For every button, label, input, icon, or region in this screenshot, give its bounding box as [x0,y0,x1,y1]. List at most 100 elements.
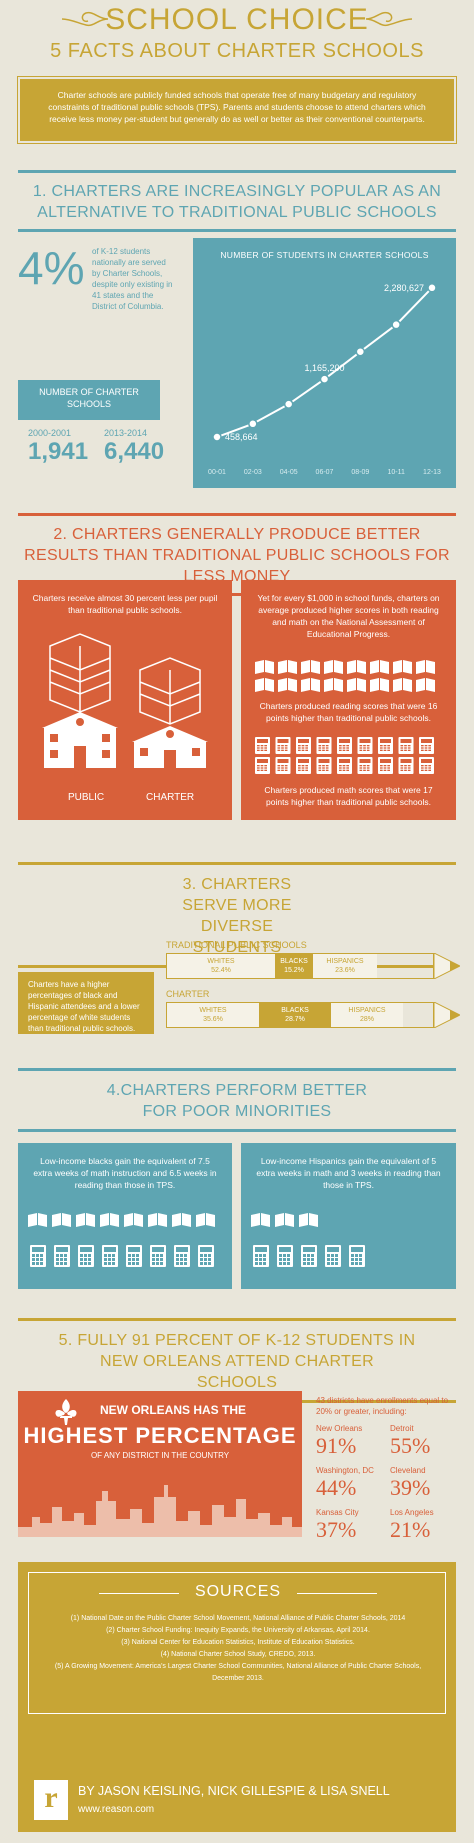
page-title: SCHOOL CHOICE [105,3,369,36]
hispanics-gain-panel: Low-income Hispanics gain the equivalent… [241,1143,456,1289]
calculator-icon [102,1245,118,1267]
calculator-icon [54,1245,70,1267]
data-point [319,374,330,384]
calculator-icon [255,757,270,774]
banner-line1: NEW ORLEANS HAS THE [99,1403,246,1417]
pct-4: 4% [18,242,85,294]
section5-heading: 5. FULLY 91 PERCENT OF K-12 STUDENTS IN … [18,1318,456,1403]
blacks-gain-text: Low-income blacks gain the equivalent of… [33,1156,217,1190]
source-item: (5) A Growing Movement: America's Larges… [54,1663,422,1682]
book-icon [148,1213,167,1227]
calculator-icon [126,1245,142,1267]
calculator-icon [398,737,414,754]
calculator-icon-grid [255,737,434,774]
year-2013: 2013-2014 [104,428,148,438]
funding-text: Charters receive almost 30 percent less … [32,593,218,615]
book-icon [28,1213,47,1227]
sources-box: SOURCES (1) National Date on the Public … [28,1572,446,1714]
tps-hispanics-value: 23.6% [335,967,355,974]
book-icon [299,1213,318,1227]
calculator-icon [296,737,311,754]
fleur-de-lis-icon [55,1399,77,1425]
line-chart: 00-01 458,664 02-03 04-05 06-07 1,165,200 08-0… [208,283,441,476]
source-item: (1) National Date on the Public Charter … [70,1615,406,1622]
calculator-icon [275,757,291,774]
book-icon [100,1213,119,1227]
sources-footer: SOURCES (1) National Date on the Public … [18,1562,456,1832]
calculator-icon [378,757,393,774]
book-icon [196,1213,215,1227]
city-name-cleveland: Cleveland [390,1466,426,1475]
book-icon [255,660,274,674]
banner-line2: HIGHEST PERCENTAGE [23,1423,297,1448]
math-text: Charters produced math scores that were … [264,785,433,807]
book-icon [301,678,320,692]
calculator-icon [301,1245,317,1267]
book-icon [278,660,297,674]
tps-blacks: BLACKS 15.2% [275,954,313,978]
book-icon-grid [255,660,435,692]
book-icon-row [28,1213,215,1267]
charter-blacks: BLACKS 28.7% [259,1003,331,1027]
blacks-gain-panel: Low-income blacks gain the equivalent of… [18,1143,232,1289]
intro-box: Charter schools are publicly funded scho… [17,76,457,144]
city-name-los-angeles: Los Angeles [390,1508,434,1517]
pencil-tip-icon [434,1002,460,1028]
book-icon [416,678,435,692]
book-icon [393,678,412,692]
calculator-icon [337,737,352,754]
tps-blacks-label: BLACKS [280,958,308,965]
calculator-icon [174,1245,190,1267]
calculator-icon [419,757,434,774]
calculator-icon [275,737,291,754]
city-name-detroit: Detroit [390,1424,414,1433]
calculator-icon [378,737,393,754]
calculator-icon [357,737,373,754]
charter-label: CHARTER [166,989,210,999]
city-value-detroit: 55% [390,1433,431,1458]
calculator-icon [357,757,373,774]
tps-hispanics: HISPANICS 23.6% [313,954,377,978]
data-point [212,432,222,442]
calculator-icon [325,1245,341,1267]
diversity-box: Charters have a higher percentages of bl… [18,972,154,1034]
book-icon [251,1213,270,1227]
authors: BY JASON KEISLING, NICK GILLESPIE & LISA… [78,1784,390,1798]
x-tick-label: 10-11 [387,469,404,476]
tps-whites-value: 52.4% [211,967,231,974]
city-value-washington: 44% [316,1475,357,1500]
book-icon-row [251,1213,365,1267]
calculator-icon [253,1245,269,1267]
pencil-tip-icon [434,953,460,979]
book-icon [301,660,320,674]
charter-hispanics: HISPANICS 28% [331,1003,403,1027]
tps-hispanics-label: HISPANICS [326,958,364,965]
year-2000: 2000-2001 [28,428,72,438]
funding-panel: Charters receive almost 30 percent less … [18,580,232,820]
city-name-new-orleans: New Orleans [316,1424,363,1433]
section1-heading: 1. CHARTERS ARE INCREASINGLY POPULAR AS … [18,170,456,232]
x-tick-label: 00-01 [208,469,226,476]
book-icon [275,1213,294,1227]
x-tick-label: 12-13 [423,469,441,476]
x-tick-label: 04-05 [280,469,298,476]
charter-whites-label: WHITES [199,1007,227,1014]
ornament-right-icon [365,11,413,27]
val-2000: 1,941 [28,438,89,465]
tps-pencil: WHITES 52.4% BLACKS 15.2% HISPANICS 23.6% [166,953,434,979]
sources-rule-right [297,1593,377,1594]
chart-title: NUMBER OF STUDENTS IN CHARTER SCHOOLS [220,250,429,260]
site-url: www.reason.com [78,1804,155,1815]
pct-4-text: of K-12 students nationally are served b… [92,247,173,311]
hispanics-gain-text: Low-income Hispanics gain the equivalent… [256,1156,441,1190]
calculator-icon [316,757,332,774]
calculator-icon [398,757,414,774]
reading-text: Charters produced reading scores that we… [259,701,438,723]
charter-blacks-value: 28.7% [285,1016,305,1023]
source-item: (3) National Center for Education Statis… [121,1639,355,1646]
charter-whites: WHITES 35.6% [167,1003,259,1027]
book-icon [172,1213,191,1227]
x-tick-label: 02-03 [244,469,262,476]
tps-whites: WHITES 52.4% [167,954,275,978]
data-point [248,419,258,429]
